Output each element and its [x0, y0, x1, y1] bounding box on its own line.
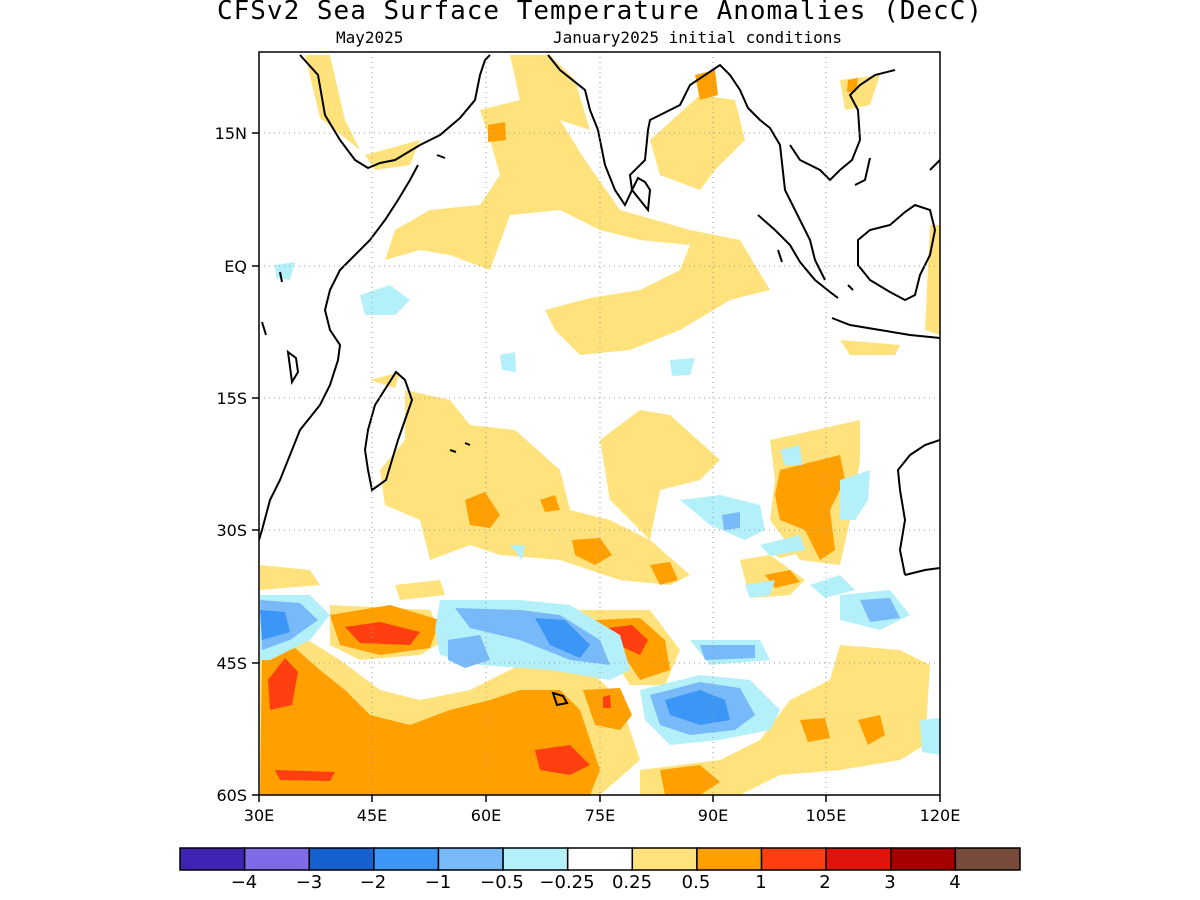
anomaly-shade-neg-1	[260, 610, 730, 725]
anomaly-field	[259, 52, 940, 795]
colorbar-label: −0.5	[480, 872, 524, 893]
forecast-month: May2025	[336, 28, 404, 47]
initial-conditions: January2025 initial conditions	[553, 28, 842, 47]
anomaly-shade-0.5	[260, 70, 885, 795]
anomaly-shade-1	[268, 622, 648, 781]
lat-tick-label: 60S	[216, 786, 247, 805]
lat-tick-label: 45S	[216, 654, 247, 673]
lat-tick-label: 15S	[216, 389, 247, 408]
colorbar-swatch	[308, 847, 375, 871]
colorbar-swatch	[373, 847, 440, 871]
lat-tick-label: 15N	[215, 124, 247, 143]
colorbar-swatch	[696, 847, 763, 871]
colorbar-label: −2	[360, 872, 387, 893]
map-grid	[259, 52, 940, 795]
lon-tick-labels: 30E 45E 60E 75E 90E 105E 120E	[244, 806, 961, 825]
colorbar-swatch	[179, 847, 246, 871]
lat-tick-label: 30S	[216, 521, 247, 540]
tick-marks	[252, 132, 941, 802]
lon-tick-label: 120E	[920, 806, 961, 825]
lon-tick-label: 105E	[806, 806, 847, 825]
lon-tick-label: 60E	[471, 806, 501, 825]
colorbar-swatch	[437, 847, 504, 871]
colorbar: −4 −3 −2 −1 −0.5 −0.25 0.25 0.5 1 2 3 4	[179, 847, 1021, 893]
colorbar-label: 0.5	[682, 872, 711, 893]
lon-tick-label: 90E	[698, 806, 728, 825]
colorbar-swatch	[502, 847, 569, 871]
colorbar-labels: −4 −3 −2 −1 −0.5 −0.25 0.25 0.5 1 2 3 4	[231, 872, 961, 893]
chart-title: CFSv2 Sea Surface Temperature Anomalies …	[216, 0, 984, 26]
colorbar-label: 4	[949, 872, 960, 893]
colorbar-swatch	[631, 847, 698, 871]
colorbar-label: −0.25	[539, 872, 594, 893]
colorbar-swatch	[890, 847, 957, 871]
colorbar-swatch	[760, 847, 827, 871]
colorbar-label: 1	[755, 872, 766, 893]
lon-tick-label: 75E	[585, 806, 615, 825]
colorbar-label: 3	[884, 872, 895, 893]
lon-tick-label: 45E	[357, 806, 387, 825]
lat-tick-labels: 15N EQ 15S 30S 45S 60S	[215, 124, 247, 805]
colorbar-swatch	[954, 847, 1021, 871]
coastlines	[259, 54, 940, 707]
colorbar-label: 2	[819, 872, 830, 893]
colorbar-swatches	[179, 847, 1021, 871]
colorbar-label: −4	[231, 872, 258, 893]
lat-tick-label: EQ	[224, 257, 247, 276]
colorbar-swatch	[566, 847, 634, 871]
colorbar-swatch	[243, 847, 310, 871]
colorbar-label: 0.25	[612, 872, 652, 893]
colorbar-label: −1	[425, 872, 452, 893]
colorbar-swatch	[825, 847, 892, 871]
anomaly-shade-0.25	[260, 55, 940, 795]
colorbar-label: −3	[296, 872, 323, 893]
lon-tick-label: 30E	[244, 806, 274, 825]
